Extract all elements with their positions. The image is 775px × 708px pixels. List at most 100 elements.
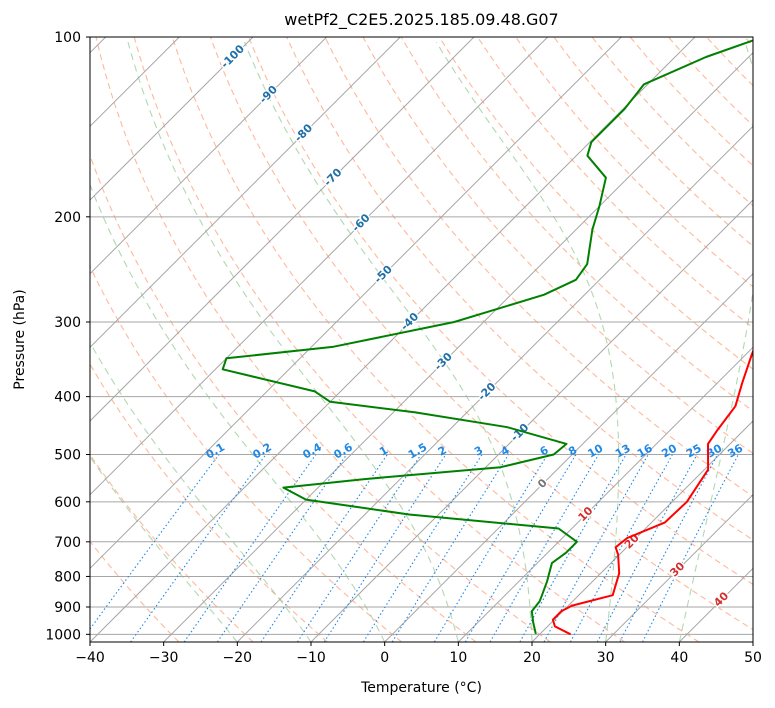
isotherm-label: -80 xyxy=(292,121,315,144)
mixing-ratio-line xyxy=(260,454,388,642)
isotherm-line xyxy=(678,567,753,642)
isotherm-line xyxy=(90,37,254,201)
mixing-ratio-label: 0.1 xyxy=(204,441,227,462)
isotherm-label: -50 xyxy=(372,262,395,285)
isotherm-line xyxy=(90,37,475,422)
moist-adiabat-line xyxy=(127,41,459,642)
chart-title: wetPf2_C2E5.2025.185.09.48.G07 xyxy=(284,10,558,30)
y-tick-label: 700 xyxy=(54,535,81,551)
dry-adiabat-line xyxy=(477,37,753,329)
mixing-ratio-line xyxy=(90,454,220,630)
isotherm-line xyxy=(90,37,696,642)
mixing-ratio-label: 4 xyxy=(499,443,512,458)
isotherm-label: -60 xyxy=(349,211,372,234)
dry-adiabat-line xyxy=(171,37,700,642)
tick-layer: −40 −30 −20 −10 0 10 20 30 40 50 1000 900 800 700 600 5… xyxy=(45,30,762,666)
y-tick-label: 900 xyxy=(54,600,81,616)
mixing-ratio-label: 36 xyxy=(725,441,745,460)
isotherm-line xyxy=(90,37,549,496)
mixing-ratio-line xyxy=(464,454,577,642)
isotherm-line xyxy=(605,493,753,642)
isotherm-line xyxy=(457,346,753,642)
dry-adiabat-line xyxy=(209,37,753,631)
y-axis-title: Pressure (hPa) xyxy=(12,289,28,389)
dry-adiabat-line xyxy=(744,37,753,47)
isotherm-line xyxy=(90,37,401,349)
x-tick-label: 20 xyxy=(523,650,541,666)
x-axis-title: Temperature (°C) xyxy=(360,680,482,696)
mixing-ratio-label: 25 xyxy=(684,442,704,461)
mixing-ratio-line xyxy=(362,454,483,642)
isotherm-label: -20 xyxy=(475,380,498,403)
isotherm-line xyxy=(163,51,753,642)
dry-adiabat-line xyxy=(553,37,753,247)
isotherm-line xyxy=(310,199,753,642)
mixing-ratio-label: 10 xyxy=(586,441,606,460)
moist-adiabat-line xyxy=(90,455,238,642)
mixing-ratio-label: 1.5 xyxy=(406,441,429,462)
plot-frame xyxy=(89,36,754,643)
dry-adiabat-line xyxy=(591,37,753,207)
plot-border xyxy=(89,36,754,643)
isotherm-line xyxy=(236,125,753,642)
moist-adiabat-line xyxy=(435,41,620,642)
y-tick-label: 1000 xyxy=(45,627,81,643)
dry-adiabat-line xyxy=(133,37,625,642)
isotherm-line xyxy=(384,272,753,642)
x-tick-label: 50 xyxy=(744,650,762,666)
dry-adiabat-line xyxy=(90,265,403,642)
mixing-ratio-label: 16 xyxy=(635,441,655,460)
mixing-ratio-label: 2 xyxy=(436,444,449,459)
dry-adiabat-line xyxy=(90,453,254,642)
dry-adiabat-line xyxy=(90,363,328,642)
mixing-ratio-line xyxy=(391,454,510,642)
x-tick-label: 0 xyxy=(380,650,389,666)
isotherm-line xyxy=(531,420,753,642)
isotherm-line xyxy=(90,37,328,275)
dry-adiabat-line xyxy=(706,37,753,87)
x-tick-label: −10 xyxy=(296,650,326,666)
series-layer xyxy=(221,39,753,636)
mixing-ratio-line xyxy=(130,454,267,642)
mixing-ratio-line xyxy=(297,454,422,642)
isotherm-line xyxy=(752,641,753,642)
dry-adiabat-line xyxy=(90,153,477,642)
x-tick-label: −20 xyxy=(223,650,253,666)
mixing-ratio-line xyxy=(642,454,739,642)
mixing-ratio-label: 3 xyxy=(472,444,485,459)
y-tick-label: 800 xyxy=(54,569,81,585)
x-tick-label: −40 xyxy=(75,650,105,666)
mixing-ratio-line xyxy=(569,454,673,642)
mixing-ratio-label: 13 xyxy=(613,442,633,461)
moist-adiabat-line xyxy=(678,41,753,642)
isotherm-label: 40 xyxy=(711,589,731,609)
dry-adiabat-line xyxy=(400,37,753,412)
moist-adiabat-line xyxy=(90,341,312,642)
dry-adiabat-line xyxy=(667,37,753,127)
mixing-ratio-line xyxy=(596,454,698,642)
isotherm-line xyxy=(90,37,622,570)
dry-adiabat-line xyxy=(248,37,753,586)
y-tick-label: 600 xyxy=(54,495,81,511)
temperature-line xyxy=(551,348,753,636)
dry-adiabat-line xyxy=(324,37,753,498)
x-tick-label: 40 xyxy=(670,650,688,666)
dry-adiabat-line xyxy=(362,37,753,455)
y-tick-label: 500 xyxy=(54,448,81,464)
dewpoint-line xyxy=(221,39,753,635)
mixing-ratio-label: 0.2 xyxy=(251,441,274,462)
x-tick-label: 10 xyxy=(449,650,467,666)
dry-adiabat-line xyxy=(95,37,551,642)
x-tick-label: −30 xyxy=(149,650,179,666)
mixing-ratio-label: 0.6 xyxy=(331,440,355,461)
y-tick-label: 400 xyxy=(54,390,81,406)
moist-adiabat-line xyxy=(244,41,533,642)
y-tick-label: 100 xyxy=(54,30,81,46)
mixing-ratio-label: 20 xyxy=(659,441,679,460)
mixing-ratio-line xyxy=(619,454,719,642)
mixing-ratio-line xyxy=(433,454,548,642)
mixing-ratio-line xyxy=(489,454,600,642)
dry-adiabat-line xyxy=(515,37,753,288)
dry-adiabat-line xyxy=(438,37,753,370)
